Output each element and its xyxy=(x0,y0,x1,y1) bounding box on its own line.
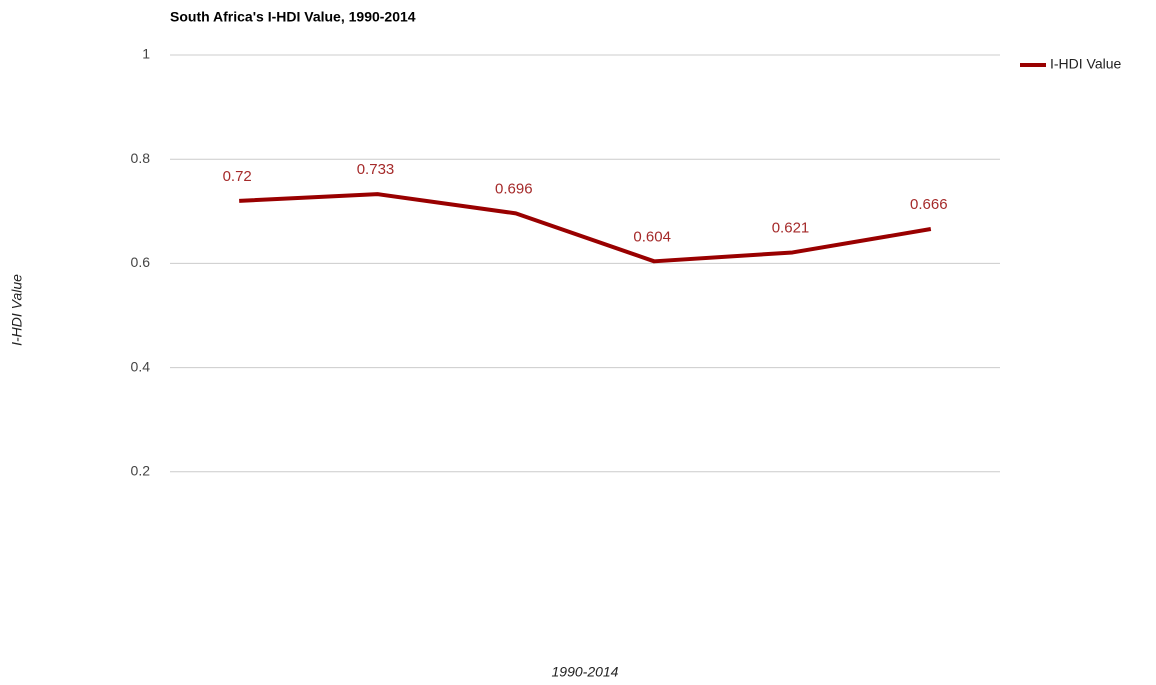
data-label: 0.696 xyxy=(495,180,533,197)
x-axis-title: 1990-2014 xyxy=(552,664,619,680)
data-label: 0.733 xyxy=(357,161,395,178)
data-label: 0.621 xyxy=(772,219,810,236)
chart-title: South Africa's I-HDI Value, 1990-2014 xyxy=(170,9,416,25)
y-tick-label: 0.6 xyxy=(131,254,151,270)
legend-label: I-HDI Value xyxy=(1050,56,1122,72)
y-tick-label: 0.2 xyxy=(131,463,151,479)
y-tick-label: 0.4 xyxy=(131,358,151,374)
y-tick-label: 1 xyxy=(142,46,150,62)
y-tick-label: 0.8 xyxy=(131,150,151,166)
data-label: 0.72 xyxy=(223,168,252,185)
data-label: 0.666 xyxy=(910,196,948,213)
y-axis-title: I-HDI Value xyxy=(9,274,25,346)
data-label: 0.604 xyxy=(633,228,671,245)
line-series xyxy=(239,192,932,264)
